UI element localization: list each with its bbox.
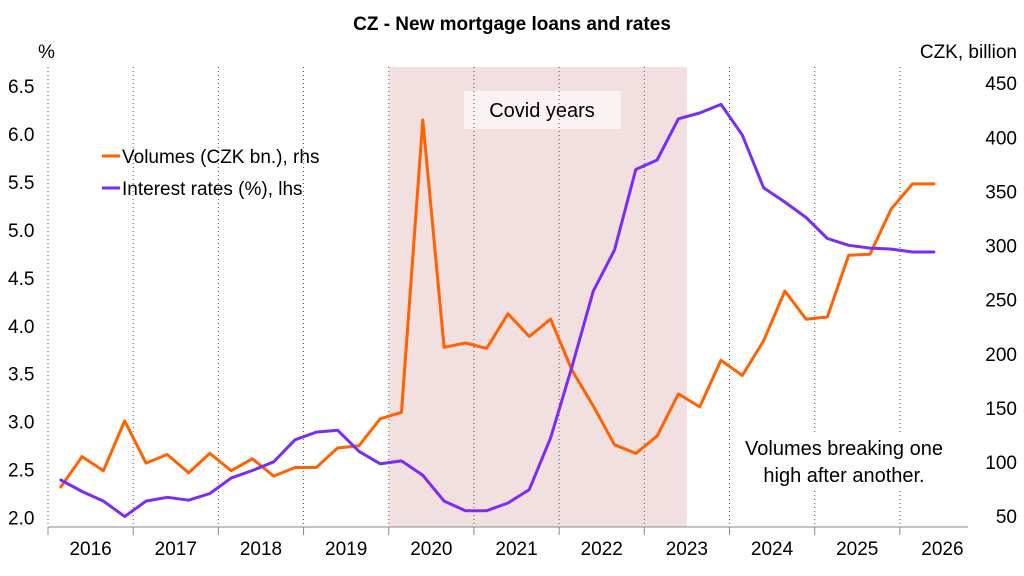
- y-right-tick-label: 150: [985, 399, 1017, 420]
- y-left-tick-label: 4.5: [8, 269, 34, 290]
- y-right-tick-label: 100: [985, 453, 1017, 474]
- y-left-tick-label: 6.5: [8, 77, 34, 98]
- y-right-tick-label: 50: [996, 507, 1017, 528]
- covid-label-box: [464, 91, 621, 129]
- x-tick-label: 2026: [921, 539, 963, 560]
- x-tick-label: 2024: [751, 539, 794, 560]
- chart-title: CZ - New mortgage loans and rates: [353, 14, 671, 35]
- y-right-tick-label: 200: [985, 345, 1017, 366]
- annotation-line-1: Volumes breaking one: [745, 438, 943, 460]
- y-right-tick-label: 400: [985, 128, 1017, 149]
- right-axis-unit: CZK, billion: [920, 42, 1017, 63]
- grid-layer: [47, 67, 901, 527]
- y-left-tick-label: 3.5: [8, 365, 34, 386]
- covid-shaded-region: [388, 67, 687, 527]
- x-tick-label: 2016: [69, 539, 111, 560]
- series-line-volumes: [59, 118, 936, 489]
- y-right-tick-label: 250: [985, 291, 1017, 312]
- annotation-box: [730, 432, 958, 490]
- y-right-tick-label: 350: [985, 182, 1017, 203]
- x-tick-label: 2021: [495, 539, 537, 560]
- legend-label-volumes: Volumes (CZK bn.), rhs: [122, 147, 319, 168]
- legend-label-rates: Interest rates (%), lhs: [122, 179, 303, 200]
- x-tick-label: 2019: [325, 539, 367, 560]
- y-right-tick-label: 300: [985, 237, 1017, 258]
- series-line-interest-rates: [59, 102, 936, 518]
- axes-layer: 2016 2017 2018 2019 2020 2021 2022 2023 2024 2025…: [8, 74, 1017, 560]
- x-tick-label: 2017: [155, 539, 197, 560]
- x-tick-label: 2020: [410, 539, 452, 560]
- y-left-tick-label: 6.0: [8, 125, 34, 146]
- y-left-tick-label: 4.0: [8, 317, 34, 338]
- left-axis-unit: %: [38, 42, 55, 63]
- y-left-tick-label: 2.0: [8, 508, 34, 529]
- annotation-line-2: high after another.: [763, 465, 924, 487]
- y-left-tick-label: 5.5: [8, 173, 34, 194]
- y-left-tick-label: 5.0: [8, 221, 34, 242]
- x-tick-label: 2018: [240, 539, 282, 560]
- x-tick-label: 2025: [836, 539, 878, 560]
- y-left-tick-label: 3.0: [8, 413, 34, 434]
- x-tick-label: 2022: [581, 539, 623, 560]
- y-left-tick-label: 2.5: [8, 461, 34, 482]
- x-tick-label: 2023: [666, 539, 708, 560]
- series-layer: [59, 102, 936, 518]
- covid-shading-layer: [388, 67, 687, 527]
- y-right-tick-label: 450: [985, 74, 1017, 95]
- legend: Volumes (CZK bn.), rhs Interest rates (%…: [102, 147, 319, 200]
- covid-label: Covid years: [489, 100, 595, 122]
